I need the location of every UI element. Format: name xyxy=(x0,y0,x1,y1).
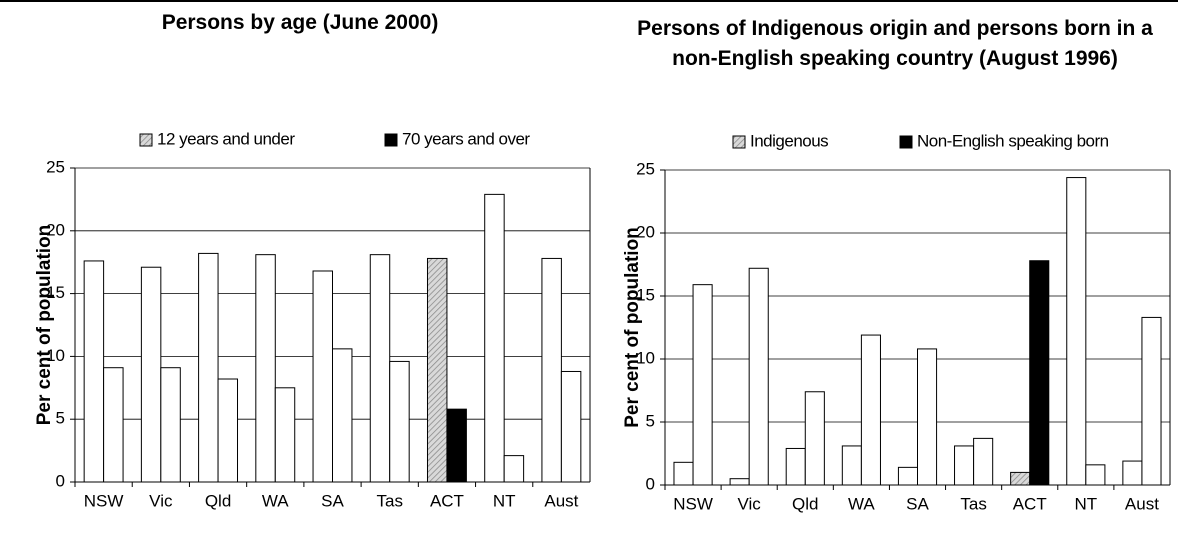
bar xyxy=(541,257,562,483)
legend-swatch xyxy=(384,133,398,147)
bar xyxy=(389,360,410,483)
y-tick-label: 15 xyxy=(46,283,65,302)
x-tick-label: ACT xyxy=(1013,494,1047,513)
bar xyxy=(785,447,806,486)
bar xyxy=(692,284,713,486)
y-tick-label: 10 xyxy=(636,348,655,367)
bar xyxy=(369,254,391,483)
x-tick-label: NSW xyxy=(84,491,124,510)
y-tick-label: 0 xyxy=(646,474,655,493)
x-tick-label: WA xyxy=(848,494,875,513)
legend-swatch xyxy=(899,135,913,149)
y-tick-label: 25 xyxy=(46,157,65,176)
bar xyxy=(1141,316,1162,486)
chart-title: Persons of Indigenous origin and persons… xyxy=(637,17,1153,70)
bar xyxy=(841,445,862,486)
bar xyxy=(917,348,938,486)
x-tick-label: NT xyxy=(493,491,516,510)
bar xyxy=(973,437,994,486)
bar xyxy=(160,367,181,483)
x-tick-label: ACT xyxy=(430,491,464,510)
bar xyxy=(748,267,769,486)
x-tick-label: Qld xyxy=(792,494,818,513)
bar xyxy=(312,270,333,483)
bar xyxy=(560,370,582,483)
bar xyxy=(1010,471,1031,486)
bar xyxy=(503,455,525,483)
y-tick-label: 10 xyxy=(46,346,65,365)
bar xyxy=(1122,460,1143,486)
y-tick-label: 15 xyxy=(636,285,655,304)
bar xyxy=(954,445,975,486)
y-tick-label: 25 xyxy=(636,159,655,178)
bar xyxy=(1066,177,1087,486)
bar xyxy=(1085,464,1106,486)
bar xyxy=(673,461,694,486)
x-tick-label: Tas xyxy=(960,494,986,513)
legend-label: Indigenous xyxy=(750,131,828,150)
bar xyxy=(1029,260,1050,486)
chart-title: Persons by age (June 2000) xyxy=(161,11,439,34)
bar xyxy=(83,260,105,483)
x-tick-label: Vic xyxy=(738,494,762,513)
y-tick-label: 20 xyxy=(46,220,65,239)
bar xyxy=(140,266,162,483)
legend-label: 12 years and under xyxy=(157,129,295,148)
y-axis-label: Per cent of population xyxy=(34,225,55,426)
bar xyxy=(198,252,219,483)
y-tick-label: 0 xyxy=(56,471,65,490)
x-tick-label: NSW xyxy=(673,494,713,513)
legend-swatch xyxy=(139,133,153,147)
bar xyxy=(426,257,448,483)
bar xyxy=(446,408,467,483)
legend-label: Non-English speaking born xyxy=(917,131,1109,150)
bar xyxy=(274,387,296,483)
x-tick-label: SA xyxy=(906,494,929,513)
legend-label: 70 years and over xyxy=(402,129,530,148)
bar xyxy=(103,367,124,483)
y-tick-label: 5 xyxy=(646,411,655,430)
y-tick-label: 5 xyxy=(56,409,65,428)
x-tick-label: NT xyxy=(1074,494,1097,513)
bar xyxy=(255,254,276,483)
y-tick-label: 20 xyxy=(636,222,655,241)
bar xyxy=(860,334,881,486)
legend-swatch xyxy=(732,135,746,149)
bar xyxy=(729,478,750,486)
x-tick-label: Aust xyxy=(1125,494,1159,513)
x-tick-label: Qld xyxy=(205,491,231,510)
x-tick-label: SA xyxy=(321,491,344,510)
bar xyxy=(897,466,919,486)
bar xyxy=(217,378,239,483)
bar xyxy=(804,391,825,486)
x-tick-label: Aust xyxy=(544,491,578,510)
bar xyxy=(332,348,353,483)
x-tick-label: WA xyxy=(262,491,289,510)
x-tick-label: Vic xyxy=(149,491,173,510)
y-axis-label: Per cent of population xyxy=(622,227,643,428)
bar xyxy=(484,193,505,483)
x-tick-label: Tas xyxy=(376,491,402,510)
